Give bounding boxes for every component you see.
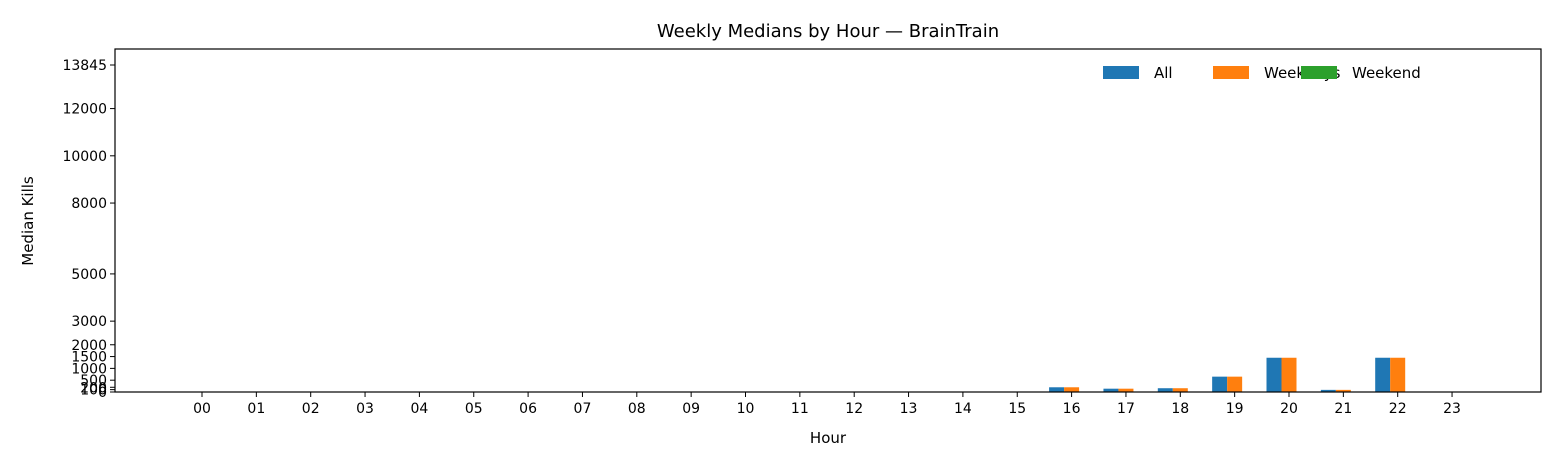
bar-weekdays-16 (1064, 387, 1080, 392)
plot-frame (114, 48, 1542, 393)
y-tick-label-3000: 3000 (71, 314, 107, 330)
chart-title: Weekly Medians by Hour — BrainTrain (657, 21, 999, 42)
x-tick-label-09: 09 (682, 401, 700, 417)
y-tick-label-13845: 13845 (62, 58, 107, 74)
y-tick-label-8000: 8000 (71, 196, 107, 212)
bar-all-18 (1157, 388, 1173, 392)
x-tick-label-13: 13 (900, 401, 918, 417)
x-tick-label-11: 11 (791, 401, 809, 417)
bar-all-17 (1103, 388, 1119, 392)
legend-label-all: All (1154, 64, 1173, 82)
bar-all-19 (1212, 376, 1228, 392)
x-tick-label-15: 15 (1008, 401, 1026, 417)
bar-weekdays-19 (1227, 376, 1243, 392)
x-tick-label-10: 10 (737, 401, 755, 417)
y-tick-label-100: 100 (80, 383, 107, 399)
ticks-layer: 00 01 02 03 04 05 06 07 08 09 10 11 12 13 14 15 16 17 18 19… (62, 58, 1461, 417)
legend-swatch-weekdays (1213, 66, 1249, 79)
y-tick-label-1500: 1500 (71, 350, 107, 366)
bar-all-16 (1049, 387, 1065, 392)
y-tick-label-500: 500 (80, 373, 107, 389)
y-tick-label-12000: 12000 (62, 102, 107, 118)
y-tick-label-200: 200 (80, 380, 107, 396)
x-tick-label-06: 06 (519, 401, 537, 417)
y-tick-label-10000: 10000 (62, 149, 107, 165)
bar-weekdays-21 (1335, 389, 1351, 392)
bar-weekdays-20 (1281, 357, 1297, 392)
y-tick-label-2000: 2000 (71, 338, 107, 354)
x-tick-label-05: 05 (465, 401, 483, 417)
bar-all-20 (1266, 357, 1282, 392)
legend-swatch-all (1103, 66, 1139, 79)
x-tick-label-12: 12 (845, 401, 863, 417)
bar-weekdays-22 (1390, 357, 1406, 392)
x-tick-label-23: 23 (1443, 401, 1461, 417)
x-tick-label-20: 20 (1280, 401, 1298, 417)
legend-swatch-weekend (1301, 66, 1337, 79)
y-tick-label-0: 0 (98, 385, 107, 401)
x-axis-label: Hour (810, 429, 847, 447)
y-axis-label: Median Kills (19, 176, 37, 266)
bar-weekdays-17 (1118, 388, 1134, 392)
x-tick-label-04: 04 (410, 401, 428, 417)
x-tick-label-07: 07 (574, 401, 592, 417)
x-tick-label-16: 16 (1063, 401, 1081, 417)
bar-weekdays-18 (1172, 388, 1188, 392)
x-tick-label-00: 00 (193, 401, 211, 417)
x-tick-label-02: 02 (302, 401, 320, 417)
legend-label-weekend: Weekend (1352, 64, 1421, 82)
x-tick-label-22: 22 (1389, 401, 1407, 417)
bar-all-21 (1320, 389, 1336, 392)
bars-layer (1049, 357, 1406, 392)
legend: AllWeekdaysWeekend (1103, 64, 1421, 82)
x-tick-label-17: 17 (1117, 401, 1135, 417)
x-tick-label-19: 19 (1226, 401, 1244, 417)
x-tick-label-18: 18 (1171, 401, 1189, 417)
x-tick-label-21: 21 (1334, 401, 1352, 417)
bar-all-22 (1375, 357, 1391, 392)
y-tick-label-5000: 5000 (71, 267, 107, 283)
x-tick-label-01: 01 (247, 401, 265, 417)
x-tick-label-08: 08 (628, 401, 646, 417)
x-tick-label-03: 03 (356, 401, 374, 417)
x-tick-label-14: 14 (954, 401, 972, 417)
y-tick-label-1000: 1000 (71, 361, 107, 377)
